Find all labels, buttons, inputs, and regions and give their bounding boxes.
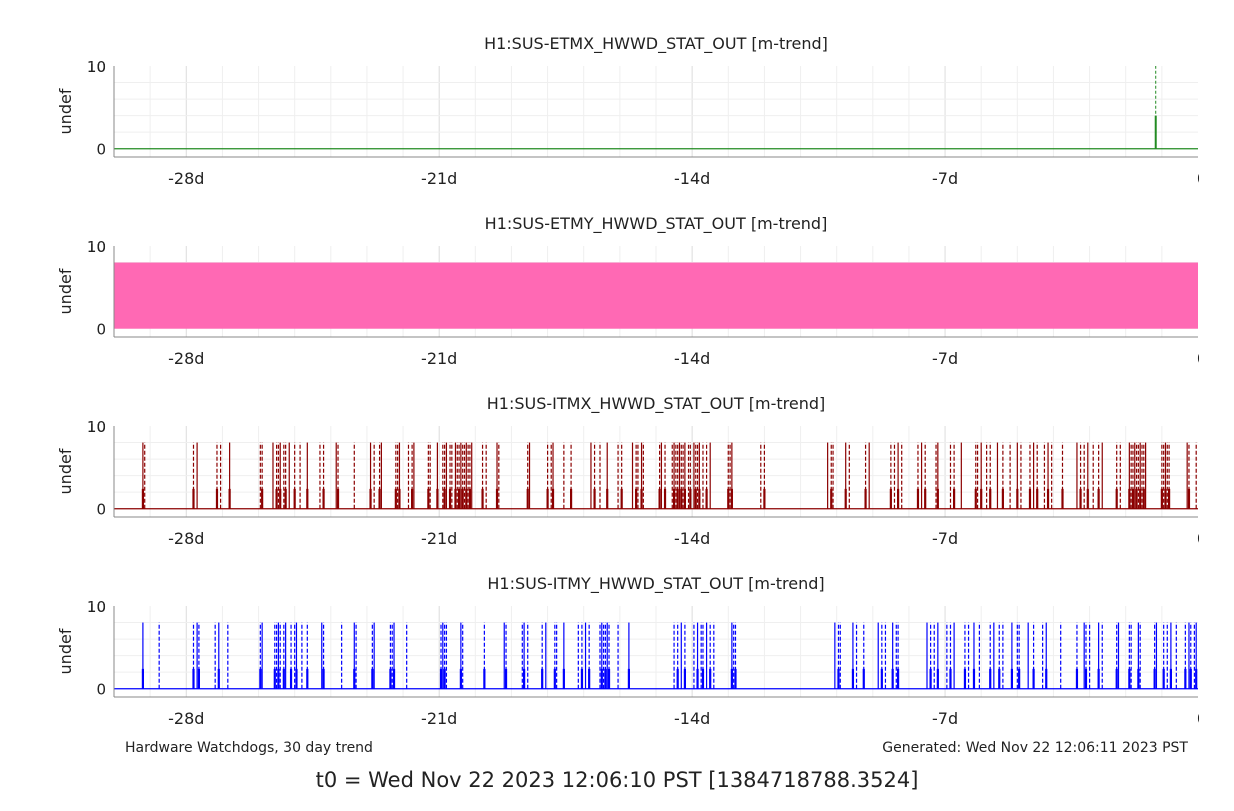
- y-tick-label: 10: [87, 58, 106, 76]
- x-tick-right: 0: [1197, 529, 1207, 548]
- plot-area: [114, 262, 1198, 329]
- y-tick-label: 10: [87, 418, 106, 436]
- x-tick-label: -14d: [674, 709, 710, 728]
- footer-description: Hardware Watchdogs, 30 day trend: [125, 740, 373, 756]
- x-tick-label: -28d: [168, 169, 204, 188]
- x-tick-label: -14d: [674, 349, 710, 368]
- x-tick-label: -28d: [168, 529, 204, 548]
- footer-generated: Generated: Wed Nov 22 12:06:11 2023 PST: [882, 740, 1188, 756]
- y-tick-top: 10: [87, 58, 106, 76]
- x-tick-right: 0: [1197, 349, 1207, 368]
- x-tick-label: -7d: [932, 349, 958, 368]
- y-tick-label: 0: [96, 321, 106, 339]
- y-tick-label: 0: [96, 141, 106, 159]
- t0-label: t0 = Wed Nov 22 2023 12:06:10 PST [13847…: [315, 768, 919, 792]
- y-tick-label: 10: [87, 418, 106, 436]
- chart-panel-3: H1:SUS-ITMX_HWWD_STAT_OUT [m-trend]01010…: [56, 394, 1207, 548]
- x-tick-label: -28d: [168, 709, 204, 728]
- chart-title: H1:SUS-ETMX_HWWD_STAT_OUT [m-trend]: [484, 34, 828, 54]
- data-band: [114, 262, 1198, 329]
- chart-title: H1:SUS-ITMY_HWWD_STAT_OUT [m-trend]: [487, 574, 824, 594]
- plot-area: [114, 442, 1198, 510]
- y-tick-label: 10: [87, 58, 106, 76]
- plot-area: [114, 622, 1198, 690]
- plot-area: [114, 66, 1198, 150]
- x-tick-right: 0: [1197, 709, 1207, 728]
- x-tick-label: -14d: [674, 169, 710, 188]
- y-tick-label: 10: [87, 238, 106, 256]
- y-tick-top: 10: [87, 598, 106, 616]
- chart-panel-1: H1:SUS-ETMX_HWWD_STAT_OUT [m-trend]01010…: [56, 34, 1207, 188]
- x-tick-label: -21d: [421, 529, 457, 548]
- x-tick-label: 0: [1197, 349, 1207, 368]
- x-tick-label: -21d: [421, 169, 457, 188]
- chart-title: H1:SUS-ITMX_HWWD_STAT_OUT [m-trend]: [487, 394, 825, 414]
- y-tick-label: 0: [96, 681, 106, 699]
- y-axis-label: undef: [56, 88, 75, 134]
- y-tick-label: 0: [96, 501, 106, 519]
- x-tick-label: -7d: [932, 529, 958, 548]
- x-tick-label: 0: [1197, 709, 1207, 728]
- y-tick-label: 10: [87, 598, 106, 616]
- y-tick-top: 10: [87, 238, 106, 256]
- y-tick-top: 10: [87, 418, 106, 436]
- chart-title: H1:SUS-ETMY_HWWD_STAT_OUT [m-trend]: [485, 214, 828, 234]
- x-tick-label: 0: [1197, 529, 1207, 548]
- y-axis-label: undef: [56, 268, 75, 314]
- x-tick-label: -21d: [421, 349, 457, 368]
- chart-panel-4: H1:SUS-ITMY_HWWD_STAT_OUT [m-trend]01010…: [56, 574, 1207, 728]
- chart-panel-2: H1:SUS-ETMY_HWWD_STAT_OUT [m-trend]01010…: [56, 214, 1207, 368]
- x-tick-label: -7d: [932, 169, 958, 188]
- x-tick-label: -14d: [674, 529, 710, 548]
- x-tick-label: -28d: [168, 349, 204, 368]
- x-tick-right: 0: [1197, 169, 1207, 188]
- x-tick-label: -7d: [932, 709, 958, 728]
- y-tick-label: 10: [87, 238, 106, 256]
- y-axis-label: undef: [56, 448, 75, 494]
- y-axis-label: undef: [56, 628, 75, 674]
- x-tick-label: 0: [1197, 169, 1207, 188]
- y-tick-label: 10: [87, 598, 106, 616]
- x-tick-label: -21d: [421, 709, 457, 728]
